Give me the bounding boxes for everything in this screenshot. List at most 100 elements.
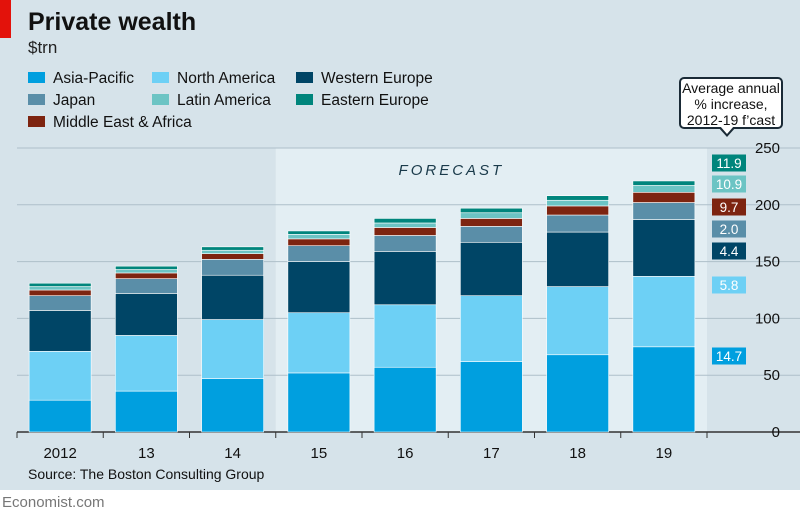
x-tick-label: 17 bbox=[483, 445, 500, 462]
bar-segment bbox=[28, 286, 92, 291]
legend-swatch bbox=[28, 94, 45, 105]
bar-segment bbox=[632, 346, 696, 433]
bar-segment bbox=[28, 282, 92, 287]
forecast-label: FORECAST bbox=[399, 162, 505, 179]
growth-rate-badge bbox=[712, 175, 746, 193]
growth-rate-label: 9.7 bbox=[720, 200, 739, 215]
bar-segment bbox=[287, 312, 351, 374]
legend-item-japan: Japan bbox=[28, 92, 95, 110]
bar-segment bbox=[546, 286, 609, 356]
legend-label: North America bbox=[177, 70, 276, 87]
footer-bar bbox=[0, 490, 800, 518]
callout-line-3: 2012-19 f’cast bbox=[686, 112, 776, 128]
legend-item-western-europe: Western Europe bbox=[296, 70, 433, 88]
bar-segment bbox=[546, 205, 609, 216]
bar-segment bbox=[28, 399, 92, 433]
bar-segment bbox=[201, 259, 264, 276]
bar-segment bbox=[632, 276, 696, 348]
legend-swatch bbox=[152, 72, 169, 83]
bar-segment bbox=[201, 249, 264, 254]
bar-segment bbox=[115, 278, 178, 294]
callout-arrow-inner bbox=[720, 126, 734, 134]
x-tick-label: 16 bbox=[397, 445, 414, 462]
bar-segment bbox=[373, 366, 437, 433]
legend-label: Middle East & Africa bbox=[53, 114, 192, 131]
growth-rate-label: 10.9 bbox=[716, 177, 742, 192]
legend-label: Western Europe bbox=[321, 70, 433, 87]
chart-unit: $trn bbox=[28, 38, 58, 57]
legend-swatch bbox=[28, 72, 45, 83]
bar-segment bbox=[115, 269, 178, 274]
growth-rate-label: 14.7 bbox=[716, 349, 742, 364]
bar-segment bbox=[28, 295, 92, 311]
legend-item-asia-pacific: Asia-Pacific bbox=[28, 70, 134, 88]
y-tick-label: 250 bbox=[755, 140, 780, 157]
legend-item-eastern-europe: Eastern Europe bbox=[296, 92, 429, 110]
growth-rate-badge bbox=[712, 220, 746, 238]
growth-rate-badge bbox=[712, 242, 746, 260]
x-tick-label: 19 bbox=[656, 445, 673, 462]
legend-item-north-america: North America bbox=[152, 70, 275, 88]
growth-rate-label: 11.9 bbox=[716, 156, 741, 171]
bar-segment bbox=[115, 390, 178, 433]
bar-segment bbox=[287, 230, 351, 235]
growth-rate-badge bbox=[712, 198, 746, 216]
bar-segment bbox=[632, 185, 696, 193]
bar-segment bbox=[632, 219, 696, 277]
bar-segment bbox=[201, 253, 264, 260]
bar-segment bbox=[546, 199, 609, 207]
legend-label: Latin America bbox=[177, 92, 271, 109]
bar-segment bbox=[460, 212, 523, 219]
legend-label: Asia-Pacific bbox=[53, 70, 134, 87]
bar-segment bbox=[373, 227, 437, 236]
bar-segment bbox=[460, 218, 523, 227]
legend-item-middle-east-africa: Middle East & Africa bbox=[28, 114, 192, 132]
bar-segment bbox=[115, 293, 178, 336]
y-tick-label: 150 bbox=[755, 254, 780, 271]
bar-segment bbox=[115, 272, 178, 279]
bar-segment bbox=[373, 304, 437, 368]
x-tick-label: 2012 bbox=[43, 445, 76, 462]
bar-segment bbox=[28, 310, 92, 352]
bar-segment bbox=[460, 361, 523, 433]
bar-segment bbox=[460, 226, 523, 243]
bar-segment bbox=[201, 246, 264, 251]
legend-swatch bbox=[296, 72, 313, 83]
y-tick-label: 100 bbox=[755, 310, 780, 327]
legend-item-latin-america: Latin America bbox=[152, 92, 271, 110]
growth-rate-label: 5.8 bbox=[720, 278, 739, 293]
bar-segment bbox=[287, 245, 351, 262]
y-tick-label: 200 bbox=[755, 197, 780, 214]
bar-segment bbox=[28, 289, 92, 296]
bar-segment bbox=[632, 180, 696, 186]
bar-segment bbox=[373, 235, 437, 252]
bar-segment bbox=[115, 265, 178, 270]
growth-rate-badge bbox=[712, 276, 746, 294]
bar-segment bbox=[201, 319, 264, 379]
callout-line-2: % increase, bbox=[694, 96, 768, 112]
x-tick-label: 15 bbox=[311, 445, 328, 462]
brand-red-tab bbox=[0, 0, 11, 38]
callout-line-1: Average annual bbox=[682, 80, 780, 96]
x-tick-label: 13 bbox=[138, 445, 155, 462]
bar-segment bbox=[115, 335, 178, 392]
stacked-bar-chart: FORECAST 0 50 100 150 200 250 2012 13 14 15 16 17 18 1… bbox=[16, 140, 800, 462]
legend-label: Eastern Europe bbox=[321, 92, 429, 109]
x-tick-label: 14 bbox=[224, 445, 241, 462]
legend-swatch bbox=[152, 94, 169, 105]
growth-rate-badge bbox=[712, 154, 746, 172]
source-note: Source: The Boston Consulting Group bbox=[28, 466, 265, 482]
bar-segment bbox=[287, 372, 351, 433]
bar-segment bbox=[201, 274, 264, 320]
bar-segment bbox=[546, 231, 609, 287]
bar-segment bbox=[632, 192, 696, 203]
growth-rate-label: 2.0 bbox=[720, 222, 739, 237]
bar-segment bbox=[632, 202, 696, 220]
legend-swatch bbox=[296, 94, 313, 105]
y-tick-label: 50 bbox=[763, 367, 780, 384]
x-tick-label: 18 bbox=[569, 445, 586, 462]
bar-segment bbox=[460, 207, 523, 214]
bar-segment bbox=[460, 241, 523, 296]
bar-segment bbox=[460, 295, 523, 362]
bar-segment bbox=[373, 218, 437, 224]
